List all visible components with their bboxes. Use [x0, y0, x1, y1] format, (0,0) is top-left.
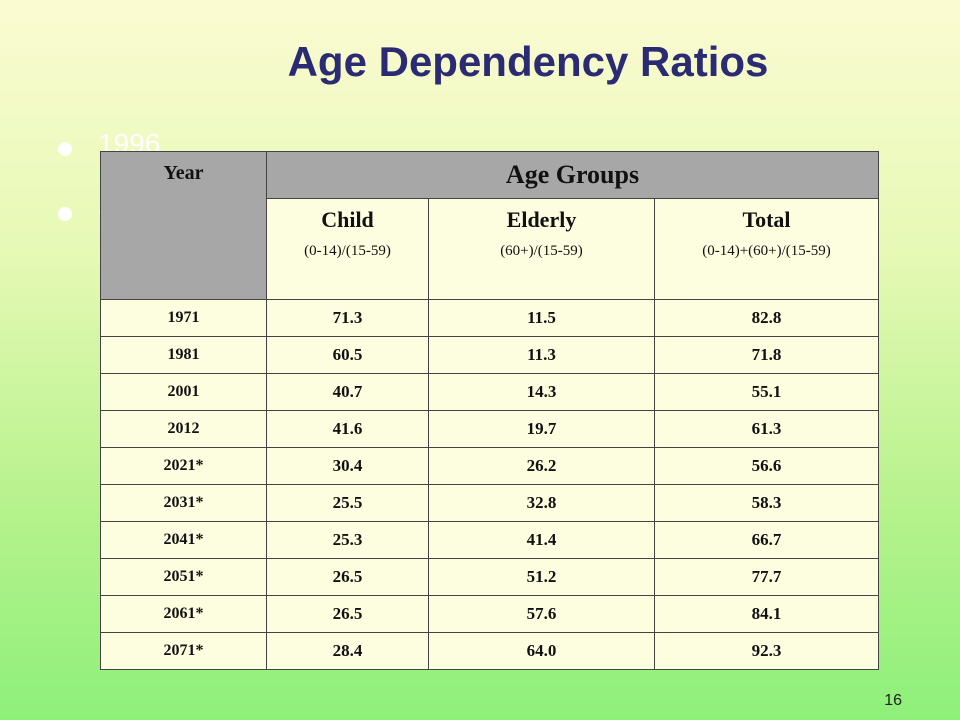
year-cell: 2041* — [100, 521, 267, 559]
year-cell: 2001 — [100, 373, 267, 411]
year-cell: 2071* — [100, 632, 267, 670]
child-header-formula: (0-14)/(15-59) — [304, 243, 391, 259]
child-column-header: Child (0-14)/(15-59) — [266, 198, 429, 300]
table-row: 2041* 25.3 41.4 66.7 — [100, 521, 879, 559]
total-cell: 56.6 — [654, 447, 879, 485]
year-column-header: Year — [100, 151, 267, 300]
child-cell: 41.6 — [266, 410, 429, 448]
child-cell: 28.4 — [266, 632, 429, 670]
table-row: 2031* 25.5 32.8 58.3 — [100, 484, 879, 522]
child-cell: 40.7 — [266, 373, 429, 411]
elderly-header-formula: (60+)/(15-59) — [500, 243, 583, 259]
year-cell: 2031* — [100, 484, 267, 522]
year-cell: 2061* — [100, 595, 267, 633]
elderly-cell: 11.3 — [428, 336, 655, 374]
child-cell: 25.5 — [266, 484, 429, 522]
table-row: 2001 40.7 14.3 55.1 — [100, 373, 879, 411]
age-groups-header: Age Groups — [266, 151, 879, 199]
child-cell: 60.5 — [266, 336, 429, 374]
elderly-cell: 64.0 — [428, 632, 655, 670]
total-cell: 71.8 — [654, 336, 879, 374]
table-row: 1981 60.5 11.3 71.8 — [100, 336, 879, 374]
elderly-cell: 26.2 — [428, 447, 655, 485]
elderly-cell: 19.7 — [428, 410, 655, 448]
table-row: 2012 41.6 19.7 61.3 — [100, 410, 879, 448]
elderly-cell: 32.8 — [428, 484, 655, 522]
page-number: 16 — [884, 692, 902, 709]
elderly-cell: 51.2 — [428, 558, 655, 596]
year-cell: 2012 — [100, 410, 267, 448]
bullet-dot-icon — [58, 207, 72, 221]
elderly-header-label: Elderly — [506, 207, 577, 232]
elderly-cell: 57.6 — [428, 595, 655, 633]
table-row: 2071* 28.4 64.0 92.3 — [100, 632, 879, 670]
elderly-cell: 14.3 — [428, 373, 655, 411]
child-cell: 30.4 — [266, 447, 429, 485]
total-header-formula: (0-14)+(60+)/(15-59) — [702, 243, 831, 259]
year-cell: 1971 — [100, 299, 267, 337]
year-cell: 1981 — [100, 336, 267, 374]
total-cell: 61.3 — [654, 410, 879, 448]
total-column-header: Total (0-14)+(60+)/(15-59) — [654, 198, 879, 300]
elderly-cell: 11.5 — [428, 299, 655, 337]
age-dependency-table: Year Age Groups Child (0-14)/(15-59) Eld… — [100, 151, 879, 670]
child-header-label: Child — [321, 207, 374, 232]
total-cell: 84.1 — [654, 595, 879, 633]
year-cell: 2021* — [100, 447, 267, 485]
total-cell: 82.8 — [654, 299, 879, 337]
total-header-label: Total — [742, 207, 791, 232]
total-cell: 77.7 — [654, 558, 879, 596]
table-row: 2061* 26.5 57.6 84.1 — [100, 595, 879, 633]
total-cell: 55.1 — [654, 373, 879, 411]
total-cell: 92.3 — [654, 632, 879, 670]
year-cell: 2051* — [100, 558, 267, 596]
child-cell: 25.3 — [266, 521, 429, 559]
table-row: 2051* 26.5 51.2 77.7 — [100, 558, 879, 596]
total-cell: 66.7 — [654, 521, 879, 559]
total-cell: 58.3 — [654, 484, 879, 522]
elderly-column-header: Elderly (60+)/(15-59) — [428, 198, 655, 300]
child-cell: 26.5 — [266, 558, 429, 596]
child-cell: 26.5 — [266, 595, 429, 633]
bullet-dot-icon — [58, 142, 72, 156]
slide-title: Age Dependency Ratios — [287, 38, 769, 85]
child-cell: 71.3 — [266, 299, 429, 337]
table-row: 2021* 30.4 26.2 56.6 — [100, 447, 879, 485]
elderly-cell: 41.4 — [428, 521, 655, 559]
table-row: 1971 71.3 11.5 82.8 — [100, 299, 879, 337]
